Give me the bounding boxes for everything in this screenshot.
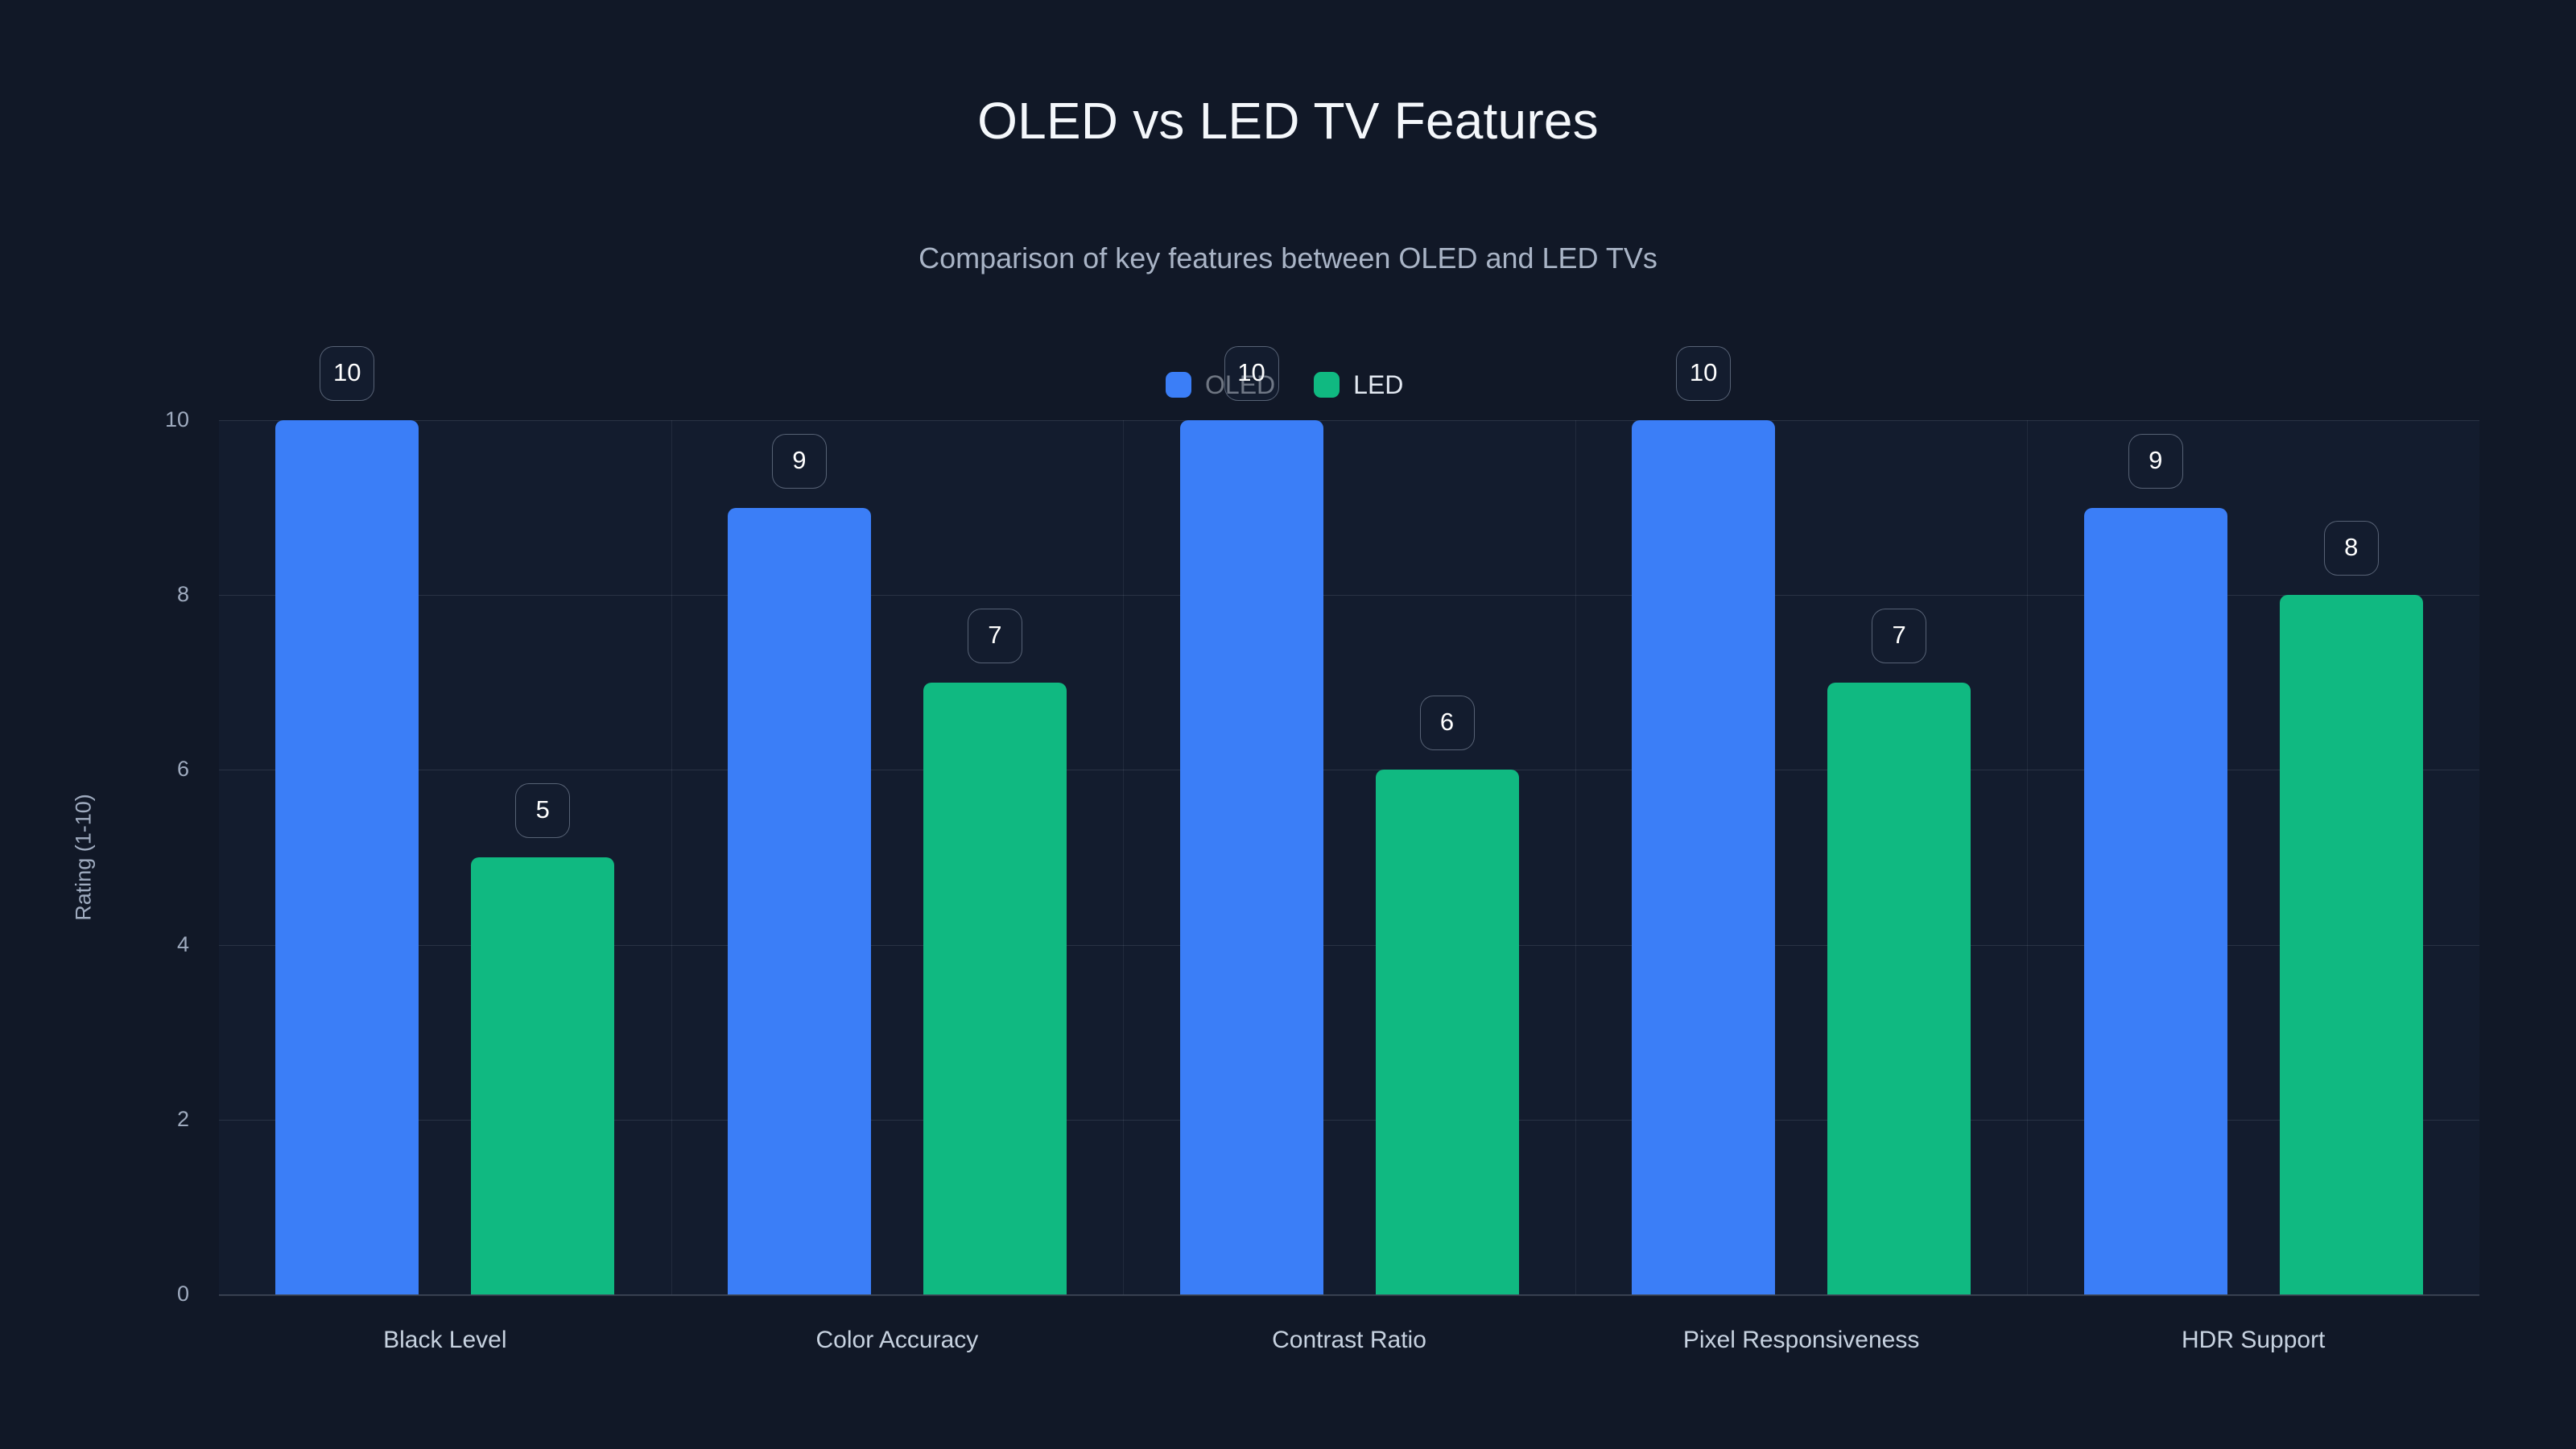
gridline-horizontal — [219, 944, 2479, 946]
value-label: 7 — [1872, 608, 1927, 663]
bar-led-pixel-responsiveness[interactable] — [1827, 682, 1971, 1294]
bar-led-hdr-support[interactable] — [2279, 595, 2423, 1294]
value-label: 10 — [320, 346, 375, 401]
chart-title: OLED vs LED TV Features — [977, 92, 1599, 150]
value-label: 5 — [515, 783, 571, 838]
gridline-horizontal — [219, 1294, 2479, 1295]
x-axis-tick-label: Contrast Ratio — [1272, 1327, 1426, 1353]
gridline-vertical — [1123, 420, 1125, 1294]
legend-swatch-icon — [1166, 372, 1191, 398]
y-axis-tick-label: 4 — [176, 931, 189, 956]
gridline-vertical — [1575, 420, 1576, 1294]
value-label: 9 — [2128, 433, 2183, 489]
chart-subtitle: Comparison of key features between OLED … — [919, 242, 1657, 275]
y-axis-title: Rating (1-10) — [71, 794, 96, 921]
x-axis-tick-label: Black Level — [383, 1327, 507, 1353]
legend-item-led[interactable]: LED — [1314, 372, 1403, 398]
y-axis-tick-label: 6 — [176, 757, 189, 782]
bar-oled-contrast-ratio[interactable] — [1179, 420, 1323, 1294]
bar-led-black-level[interactable] — [471, 857, 615, 1294]
value-label: 10 — [1224, 346, 1279, 401]
bar-led-color-accuracy[interactable] — [923, 682, 1067, 1294]
value-label: 8 — [2323, 521, 2379, 576]
y-axis-tick-label: 10 — [164, 407, 189, 431]
gridline-vertical — [2027, 420, 2029, 1294]
gridline-horizontal — [219, 1119, 2479, 1121]
x-axis-baseline — [219, 1294, 2479, 1296]
x-axis-tick-label: Color Accuracy — [815, 1327, 979, 1353]
y-axis-tick-label: 2 — [176, 1106, 189, 1131]
bar-oled-black-level[interactable] — [275, 420, 419, 1294]
value-label: 9 — [771, 433, 827, 489]
bar-oled-hdr-support[interactable] — [2083, 507, 2227, 1294]
value-label: 10 — [1676, 346, 1732, 401]
legend-label: OLED — [1205, 370, 1276, 399]
gridline-horizontal — [219, 420, 2479, 421]
x-axis-tick-label: Pixel Responsiveness — [1682, 1327, 1920, 1353]
chart-legend[interactable]: OLED LED — [1166, 372, 1403, 398]
gridline-vertical — [671, 420, 672, 1294]
bar-oled-pixel-responsiveness[interactable] — [1632, 420, 1776, 1294]
y-axis-tick-label: 0 — [176, 1282, 189, 1306]
legend-swatch-icon — [1314, 372, 1340, 398]
bar-oled-color-accuracy[interactable] — [727, 507, 871, 1294]
legend-item-oled[interactable]: OLED — [1166, 372, 1275, 398]
bar-led-contrast-ratio[interactable] — [1375, 770, 1519, 1294]
value-label: 6 — [1419, 696, 1475, 751]
y-axis-tick-label: 8 — [176, 582, 189, 607]
x-axis-tick-label: HDR Support — [2181, 1327, 2326, 1353]
legend-label: LED — [1353, 370, 1404, 399]
gridline-horizontal — [219, 595, 2479, 597]
value-label: 7 — [967, 608, 1022, 663]
